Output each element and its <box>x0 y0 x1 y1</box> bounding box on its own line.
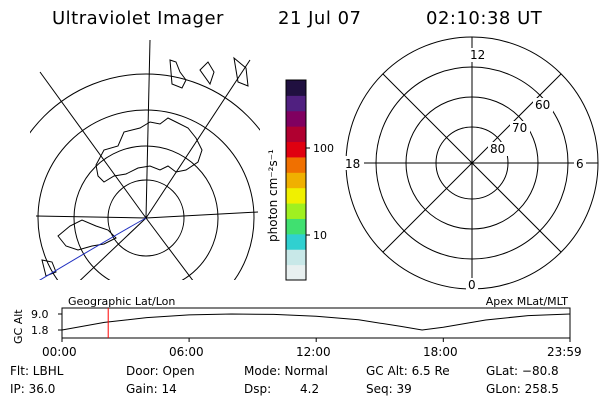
colorbar-frame <box>285 79 307 281</box>
timeline-ytick-label-bottom: 1.8 <box>31 324 49 337</box>
geo-lat-ring-2 <box>73 145 219 280</box>
apex-label-bg-70 <box>510 121 530 135</box>
apex-mlt-12: 12 <box>470 48 485 62</box>
status-filter: Flt: LBHL <box>10 364 64 378</box>
geo-island-2 <box>199 61 215 86</box>
timeline-frame <box>61 307 571 339</box>
geo-orbit-track <box>39 217 147 280</box>
colorbar-segment <box>286 141 306 158</box>
status-mode: Mode: Normal <box>244 364 328 378</box>
geo-island-4 <box>41 259 57 277</box>
colorbar-segment <box>286 172 306 189</box>
timeline-xtick-label-4: 23:59 <box>547 345 582 359</box>
apex-label-bg-18 <box>344 156 364 170</box>
time-label: 02:10:38 UT <box>426 8 543 29</box>
apex-label-bg-80 <box>488 142 508 156</box>
geographic-map <box>30 40 260 280</box>
apex-mlt-6: 6 <box>576 157 584 171</box>
geo-lat-ring-1 <box>107 179 185 257</box>
geo-lat-ring-3 <box>37 109 255 280</box>
app-title: Ultraviolet Imager <box>52 8 224 29</box>
geo-coastline-west <box>57 219 117 251</box>
apex-map-label: Apex MLat/MLT <box>486 295 569 308</box>
colorbar-segment <box>286 126 306 143</box>
status-glon: GLon: 258.5 <box>486 382 559 396</box>
colorbar-segment <box>286 80 306 96</box>
apex-lat-80: 80 <box>490 142 505 156</box>
geo-island-1 <box>169 59 187 89</box>
colorbar-unit-label: photon cm⁻²s⁻¹ <box>266 149 280 242</box>
apex-line-diag-2 <box>382 73 562 253</box>
status-gain: Gain: 14 <box>126 382 177 396</box>
status-door: Door: Open <box>126 364 195 378</box>
colorbar-segment <box>286 233 306 250</box>
apex-lat-70: 70 <box>512 121 527 135</box>
apex-label-bg-12 <box>468 48 486 62</box>
geo-meridian-4 <box>145 59 251 219</box>
timeline-xticks <box>61 338 571 342</box>
colorbar-tick-label-10: 10 <box>313 229 327 242</box>
colorbar-segment <box>286 95 306 112</box>
status-ip: IP: 36.0 <box>10 382 56 396</box>
geo-meridian-6 <box>145 217 194 280</box>
geo-island-3 <box>233 56 249 87</box>
colorbar-segment <box>286 249 306 266</box>
status-gc-alt: GC Alt: 6.5 Re <box>366 364 450 378</box>
timeline-ylabel: GC Alt <box>12 309 25 344</box>
colorbar-segment <box>286 187 306 204</box>
timeline-xtick-label-0: 00:00 <box>42 345 77 359</box>
colorbar <box>286 80 306 281</box>
apex-label-bg-6 <box>574 156 586 170</box>
timeline-xtick-label-2: 12:00 <box>296 345 331 359</box>
geo-map-label: Geographic Lat/Lon <box>68 295 175 308</box>
timeline-ytick-label-top: 9.0 <box>31 308 49 321</box>
timeline-series-line <box>61 313 571 331</box>
colorbar-segment <box>286 264 306 281</box>
geo-meridian-2 <box>35 215 147 219</box>
timeline-xtick-label-3: 18:00 <box>423 345 458 359</box>
colorbar-tick-label-100: 100 <box>313 142 334 155</box>
apex-map <box>345 36 599 290</box>
apex-mlt-0: 0 <box>468 278 476 292</box>
apex-lat-60: 60 <box>535 98 550 112</box>
geo-meridian-5 <box>79 217 147 280</box>
status-dsp-value: 4.2 <box>300 382 320 396</box>
timeline-chart: 9.0 1.8 GC Alt <box>12 307 571 344</box>
colorbar-segment <box>286 203 306 219</box>
status-seq: Seq: 39 <box>366 382 412 396</box>
colorbar-segment <box>286 218 306 235</box>
geo-meridian-1 <box>39 71 147 219</box>
status-glat: GLat: −80.8 <box>486 364 559 378</box>
geo-lat-ring-4 <box>30 73 260 134</box>
timeline-xtick-label-1: 06:00 <box>169 345 204 359</box>
apex-label-bg-0 <box>466 278 478 291</box>
geo-meridian-3 <box>145 211 259 219</box>
apex-label-bg-60 <box>533 98 553 112</box>
colorbar-segment <box>286 110 306 127</box>
colorbar-segment <box>286 156 306 173</box>
status-dsp-label: Dsp: <box>244 382 272 396</box>
apex-mlt-18: 18 <box>345 157 360 171</box>
date-label: 21 Jul 07 <box>278 8 362 29</box>
geo-coastline-main <box>95 117 203 183</box>
geo-meridian-7 <box>145 40 151 219</box>
